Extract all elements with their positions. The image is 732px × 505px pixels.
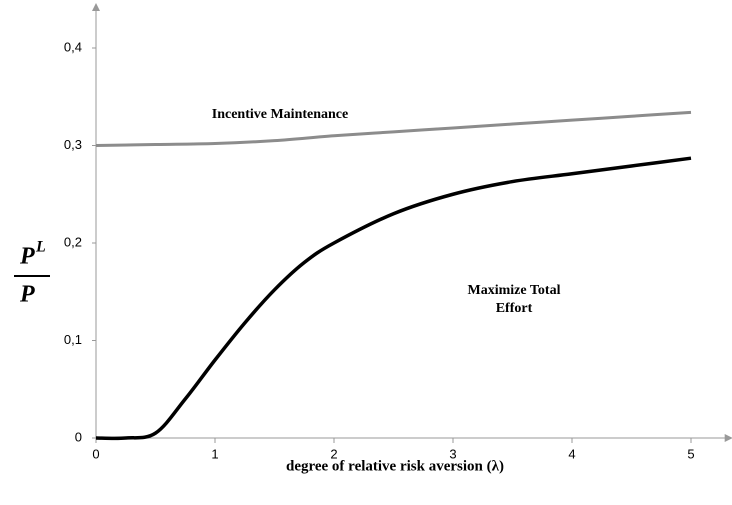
x-tick-label: 4 — [568, 446, 575, 461]
x-tick-label: 0 — [92, 446, 99, 461]
y-tick-label: 0,1 — [64, 332, 82, 347]
series-label: Incentive Maintenance — [211, 107, 349, 122]
y-label-denominator: P — [19, 282, 35, 308]
x-tick-label: 1 — [211, 446, 218, 461]
x-tick-label: 2 — [330, 446, 337, 461]
y-label-superscript: L — [35, 239, 46, 256]
y-tick-label: 0,4 — [64, 39, 82, 54]
y-label-numerator: P — [19, 244, 35, 270]
x-axis-arrow — [724, 434, 732, 442]
series-line — [95, 110, 692, 147]
y-axis-arrow — [92, 3, 100, 11]
x-tick-label: 3 — [449, 446, 456, 461]
y-tick-label: 0,2 — [64, 234, 82, 249]
series-label: Maximize Total Effort — [467, 283, 561, 316]
y-tick-label: 0,3 — [64, 137, 82, 152]
series-line — [95, 156, 692, 441]
x-axis-label: degree of relative risk aversion (λ) — [286, 458, 504, 474]
x-tick-label: 5 — [687, 446, 694, 461]
y-tick-label: 0 — [75, 429, 82, 444]
